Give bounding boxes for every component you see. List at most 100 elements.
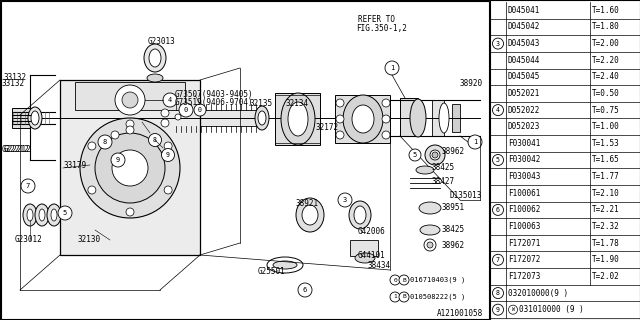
Text: 031010000 (9 ): 031010000 (9 ) (519, 305, 584, 314)
Text: 38427: 38427 (432, 178, 455, 187)
Circle shape (88, 142, 96, 150)
Circle shape (399, 275, 409, 285)
Text: 010508222(5 ): 010508222(5 ) (410, 294, 465, 300)
Text: G44101: G44101 (358, 251, 386, 260)
Circle shape (493, 204, 504, 215)
Text: F172072: F172072 (508, 255, 540, 264)
Circle shape (161, 119, 169, 127)
Text: 5: 5 (413, 152, 417, 158)
Ellipse shape (28, 107, 42, 129)
Text: 38920: 38920 (460, 79, 483, 89)
Text: REFER TO: REFER TO (358, 15, 395, 25)
Text: D052023: D052023 (508, 122, 540, 131)
Text: G73519(9406-9704): G73519(9406-9704) (175, 99, 253, 108)
Circle shape (336, 99, 344, 107)
Text: F172073: F172073 (508, 272, 540, 281)
Circle shape (382, 99, 390, 107)
Text: 8: 8 (496, 290, 500, 296)
Text: T=2.40: T=2.40 (592, 72, 620, 81)
Circle shape (298, 283, 312, 297)
Text: G23013: G23013 (148, 37, 176, 46)
Text: 38962: 38962 (442, 148, 465, 156)
Text: 32134: 32134 (285, 99, 308, 108)
Ellipse shape (296, 198, 324, 232)
Ellipse shape (23, 204, 37, 226)
Text: D045044: D045044 (508, 56, 540, 65)
Circle shape (338, 193, 352, 207)
Text: 32172: 32172 (316, 124, 339, 132)
Circle shape (382, 131, 390, 139)
Bar (335, 95, 390, 143)
Bar (490, 0, 640, 320)
Text: 3: 3 (496, 41, 500, 47)
Bar (350, 240, 378, 256)
Circle shape (58, 206, 72, 220)
Ellipse shape (147, 74, 163, 82)
Ellipse shape (425, 145, 445, 165)
Text: 1: 1 (393, 294, 397, 300)
Ellipse shape (35, 204, 49, 226)
Circle shape (161, 148, 175, 162)
Circle shape (409, 149, 421, 161)
Circle shape (126, 208, 134, 216)
Text: T=1.80: T=1.80 (592, 22, 620, 31)
Ellipse shape (47, 204, 61, 226)
Circle shape (164, 142, 172, 150)
Text: T=2.02: T=2.02 (592, 272, 620, 281)
Text: 33132: 33132 (2, 78, 25, 87)
Text: T=0.75: T=0.75 (592, 106, 620, 115)
Text: 7: 7 (26, 183, 30, 189)
Text: 4: 4 (168, 97, 172, 103)
Text: G73507(9403-9405): G73507(9403-9405) (175, 90, 253, 99)
Ellipse shape (420, 225, 440, 235)
Ellipse shape (144, 44, 166, 72)
Text: T=1.60: T=1.60 (592, 6, 620, 15)
Text: 9: 9 (496, 307, 500, 313)
Circle shape (163, 93, 177, 107)
Bar (12, 108, 30, 128)
Text: F030042: F030042 (508, 156, 540, 164)
Circle shape (509, 305, 518, 314)
Text: 0: 0 (184, 107, 188, 113)
Text: T=1.78: T=1.78 (592, 239, 620, 248)
Bar (400, 98, 418, 136)
Text: 38951: 38951 (442, 203, 465, 212)
Circle shape (382, 115, 390, 123)
Bar (452, 104, 460, 132)
Text: 38434: 38434 (368, 260, 391, 269)
Text: W: W (511, 307, 515, 312)
Text: D045045: D045045 (508, 72, 540, 81)
Ellipse shape (288, 102, 308, 136)
Text: 1: 1 (473, 139, 477, 145)
Bar (275, 93, 320, 145)
Text: T=2.10: T=2.10 (592, 189, 620, 198)
Circle shape (21, 179, 35, 193)
Ellipse shape (352, 105, 374, 133)
Text: 6: 6 (303, 287, 307, 293)
Circle shape (336, 115, 344, 123)
Text: D045042: D045042 (508, 22, 540, 31)
Text: B: B (402, 294, 406, 300)
Text: 3: 3 (343, 197, 347, 203)
Text: 33179: 33179 (63, 161, 86, 170)
Bar (388, 272, 488, 288)
Ellipse shape (267, 257, 303, 273)
Text: T=1.90: T=1.90 (592, 255, 620, 264)
Circle shape (424, 239, 436, 251)
Text: T=1.77: T=1.77 (592, 172, 620, 181)
Bar (1, 1, 489, 319)
Text: D135013: D135013 (450, 190, 483, 199)
Ellipse shape (302, 205, 318, 225)
Circle shape (126, 120, 134, 128)
Bar (60, 80, 200, 255)
Text: 5: 5 (63, 210, 67, 216)
Ellipse shape (343, 95, 383, 143)
Text: F030041: F030041 (508, 139, 540, 148)
Ellipse shape (355, 253, 375, 263)
Text: 8: 8 (153, 137, 157, 143)
Text: 9: 9 (116, 157, 120, 163)
Circle shape (194, 104, 206, 116)
Text: T=2.00: T=2.00 (592, 39, 620, 48)
Text: 016710403(9 ): 016710403(9 ) (410, 277, 465, 283)
Text: 38962: 38962 (442, 241, 465, 250)
